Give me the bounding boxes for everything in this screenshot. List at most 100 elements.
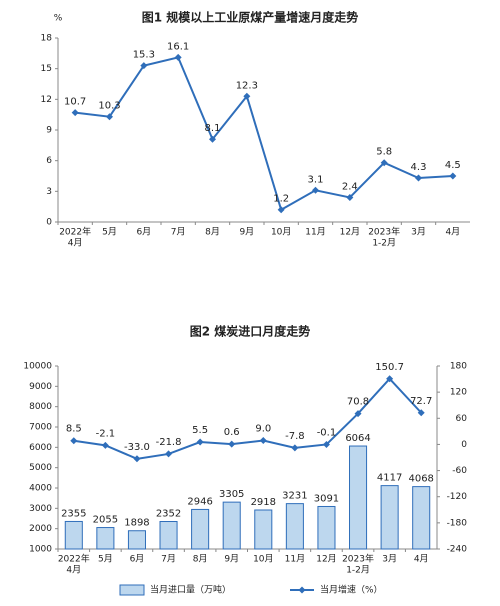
value-label: 12.3 — [236, 80, 258, 91]
marker — [174, 53, 182, 61]
data-line — [75, 56, 453, 212]
x-tick-label: 8月 — [205, 227, 220, 238]
marker — [322, 440, 330, 448]
legend-marker — [298, 586, 306, 594]
y2-tick-label: 120 — [450, 388, 467, 398]
value-label: 8.5 — [66, 424, 82, 435]
x-tick-label: 4月 — [445, 227, 460, 238]
marker — [415, 174, 422, 182]
marker — [346, 193, 354, 201]
x-tick-label: 12月 — [340, 227, 360, 238]
bar — [96, 527, 115, 550]
value-label: 3305 — [219, 489, 244, 500]
value-label: 5.5 — [192, 425, 208, 436]
legend-label: 当月进口量（万吨） — [150, 584, 231, 596]
marker — [101, 441, 109, 449]
value-label: 2946 — [187, 496, 212, 507]
value-label: 70.8 — [347, 397, 369, 408]
y-tick-label: 6000 — [29, 443, 52, 453]
x-tick-label: 5月 — [98, 554, 113, 565]
x-tick-label: 8月 — [193, 554, 208, 565]
x-tick-label: 12月 — [316, 554, 336, 565]
chart-title: 图1 规模以上工业原煤产量增速月度走势 — [142, 10, 359, 25]
bar — [159, 521, 178, 550]
y-tick-label: 8000 — [29, 402, 52, 412]
x-tick-label: 2023年 — [368, 226, 400, 238]
value-label: 2918 — [251, 497, 276, 508]
x-tick-label: 11月 — [285, 554, 305, 565]
x-tick-label: 10月 — [271, 227, 291, 238]
value-label: 9.0 — [255, 424, 271, 435]
x-tick-label: 2022年 — [59, 226, 91, 238]
bar — [380, 485, 399, 550]
x-tick-label: 9月 — [239, 227, 254, 238]
y-tick-label: 7000 — [29, 423, 52, 433]
marker — [106, 113, 113, 121]
y-tick-label: 3000 — [29, 504, 52, 514]
y2-tick-label: 180 — [450, 362, 467, 372]
value-label: 3231 — [282, 491, 307, 502]
value-label: 3091 — [314, 493, 339, 504]
y-tick-label: 2000 — [29, 524, 52, 534]
value-label: 4.5 — [445, 160, 461, 171]
y-tick-label: 9 — [46, 126, 52, 136]
value-label: 8.1 — [205, 123, 221, 134]
value-label: 2.4 — [342, 181, 358, 192]
y-tick-label: 5000 — [29, 463, 52, 473]
marker — [165, 450, 173, 458]
value-label: 4.3 — [411, 162, 427, 173]
y2-tick-label: -60 — [452, 466, 467, 476]
legend-label: 当月增速（%） — [320, 584, 383, 596]
marker — [133, 455, 141, 463]
marker — [70, 437, 78, 445]
x-tick-label: 4月 — [414, 554, 429, 565]
bar — [64, 520, 83, 550]
marker — [243, 92, 251, 100]
value-label: 4117 — [377, 473, 402, 484]
marker — [354, 410, 362, 418]
chart-title: 图2 煤炭进口月度走势 — [190, 324, 311, 339]
bar — [412, 486, 431, 550]
marker — [140, 62, 148, 70]
x-tick-label: 2023年 — [342, 553, 374, 565]
bar — [254, 509, 273, 550]
marker — [259, 437, 267, 445]
value-label: -33.0 — [124, 442, 150, 453]
x-tick-label: 6月 — [130, 554, 145, 565]
y-tick-label: 3 — [46, 187, 52, 197]
y2-tick-label: 0 — [461, 440, 467, 450]
x-tick-label: 7月 — [161, 554, 176, 565]
y-tick-label: 12 — [41, 95, 52, 105]
bar — [127, 530, 146, 550]
bar — [349, 445, 368, 550]
marker — [291, 444, 299, 452]
y2-tick-label: -120 — [447, 492, 468, 502]
marker — [380, 159, 388, 167]
x-tick-label: 4月 — [68, 238, 83, 249]
marker — [209, 135, 216, 143]
x-tick-label: 10月 — [253, 554, 273, 565]
value-label: -7.8 — [285, 431, 305, 442]
value-label: 16.1 — [167, 41, 189, 52]
y-tick-label: 10000 — [23, 362, 52, 372]
bar — [317, 505, 336, 550]
value-label: 3.1 — [308, 174, 324, 185]
marker — [417, 409, 425, 417]
value-label: 6064 — [345, 433, 370, 444]
value-label: 2355 — [61, 508, 86, 519]
value-label: 72.7 — [410, 396, 432, 407]
bar — [285, 503, 304, 550]
x-tick-label: 1-2月 — [372, 238, 396, 249]
value-label: -0.1 — [317, 427, 337, 438]
value-label: 150.7 — [375, 362, 404, 373]
y-tick-label: 9000 — [29, 382, 52, 392]
y2-tick-label: 60 — [456, 414, 468, 424]
value-label: 5.8 — [376, 147, 392, 158]
marker — [228, 440, 236, 448]
x-tick-label: 3月 — [411, 227, 426, 238]
marker — [277, 206, 285, 214]
y2-tick-label: -240 — [447, 545, 468, 555]
marker — [449, 172, 457, 180]
y-tick-label: 15 — [41, 64, 52, 74]
